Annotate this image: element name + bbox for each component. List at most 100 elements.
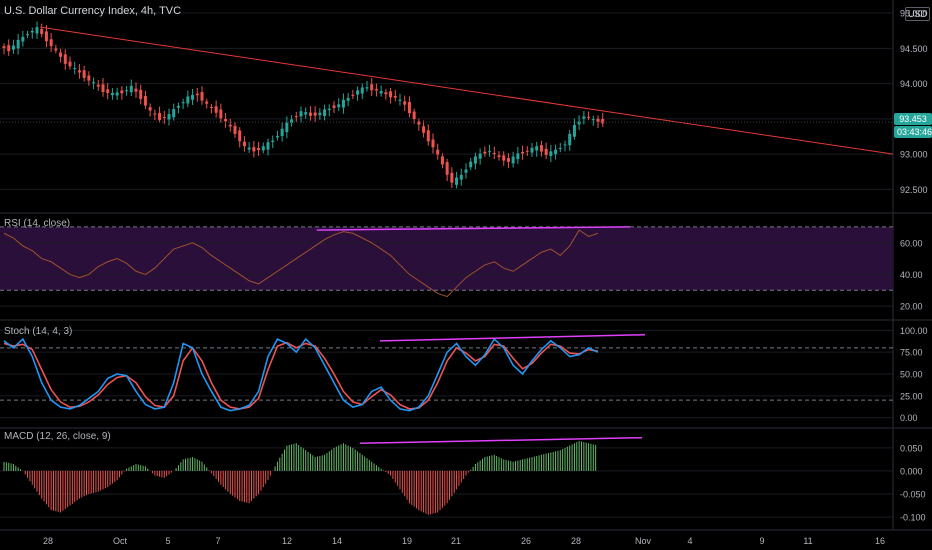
time-tick-label: 7 — [215, 536, 220, 546]
candle-body — [125, 90, 129, 92]
candle-body — [407, 101, 411, 114]
stoch-tick-label: 50.00 — [900, 370, 923, 380]
time-tick-label: 5 — [165, 536, 170, 546]
price-tick-label: 94.500 — [900, 44, 928, 54]
candle-body — [266, 142, 270, 150]
candle-body — [68, 61, 72, 67]
candle-body — [384, 92, 388, 95]
candle-body — [73, 68, 77, 70]
candle-body — [224, 118, 228, 122]
candle-body — [77, 70, 81, 73]
stoch-tick-label: 100.00 — [900, 326, 928, 336]
candle-body — [209, 106, 213, 108]
candle-body — [459, 174, 463, 180]
candle-body — [492, 152, 496, 154]
candle-body — [450, 172, 454, 183]
candle-body — [488, 151, 492, 153]
candle-body — [115, 92, 119, 96]
candle-body — [341, 99, 345, 108]
time-tick-label: 19 — [402, 536, 412, 546]
candle-body — [313, 112, 317, 116]
candle-body — [63, 54, 67, 64]
candle-body — [257, 148, 261, 151]
candle-body — [365, 87, 369, 89]
time-tick-label: 28 — [571, 536, 581, 546]
macd-tick-label: -0.050 — [900, 490, 926, 500]
price-tick-label: 94.000 — [900, 79, 928, 89]
macd-tick-label: -0.100 — [900, 513, 926, 523]
candle-body — [440, 156, 444, 165]
time-tick-label: 11 — [803, 536, 812, 546]
macd-divergence-line — [359, 436, 643, 444]
time-tick-label: 21 — [451, 536, 461, 546]
candle-body — [304, 112, 308, 115]
candle-body — [497, 155, 501, 158]
candle-body — [346, 97, 350, 101]
candle-body — [337, 104, 341, 108]
candle-body — [228, 124, 232, 127]
candle-body — [186, 96, 190, 104]
candle-body — [35, 27, 39, 34]
candle-body — [530, 147, 534, 153]
candle-body — [82, 70, 86, 78]
candle-body — [96, 84, 100, 87]
macd-pane-label[interactable]: MACD (12, 26, close, 9) — [4, 431, 111, 442]
candle-body — [464, 169, 468, 173]
candle-body — [568, 133, 572, 146]
candle-body — [252, 147, 256, 152]
candle-body — [158, 112, 162, 121]
candle-body — [549, 151, 553, 156]
candle-body — [601, 118, 605, 124]
candle-body — [539, 145, 543, 152]
candle-body — [294, 116, 298, 118]
time-tick-label: Nov — [635, 536, 652, 546]
candle-body — [285, 122, 289, 133]
candle-body — [436, 149, 440, 155]
stoch-tick-label: 25.00 — [900, 391, 923, 401]
stoch-tick-label: 75.00 — [900, 348, 923, 358]
time-tick-label: 26 — [521, 536, 531, 546]
candle-body — [16, 39, 20, 49]
candle-body — [271, 140, 275, 143]
candle-body — [172, 109, 176, 118]
candle-body — [374, 89, 378, 91]
time-tick-label: 4 — [687, 536, 692, 546]
chart-title: U.S. Dollar Currency Index, 4h, TVC — [4, 5, 182, 17]
candle-body — [563, 144, 567, 146]
currency-badge[interactable]: USD — [905, 7, 931, 21]
macd-tick-label: 0.000 — [900, 466, 923, 476]
candle-body — [473, 156, 477, 164]
rsi-tick-label: 60.00 — [900, 238, 923, 248]
candle-body — [181, 102, 185, 104]
candle-body — [261, 146, 265, 151]
candle-body — [332, 105, 336, 108]
candle-body — [92, 82, 96, 84]
candle-body — [572, 124, 576, 137]
candle-body — [587, 116, 591, 118]
candle-body — [54, 48, 58, 51]
candle-body — [101, 84, 105, 92]
candle-body — [290, 119, 294, 123]
candle-body — [379, 90, 383, 94]
price-tick-label: 92.500 — [900, 185, 928, 195]
candle-body — [110, 92, 114, 96]
candle-body — [59, 52, 63, 57]
candle-body — [167, 114, 171, 120]
candle-body — [275, 136, 279, 138]
stoch-pane-label[interactable]: Stoch (14, 4, 3) — [4, 326, 73, 337]
candle-body — [544, 148, 548, 155]
candle-body — [219, 109, 223, 119]
candle-body — [422, 126, 426, 133]
candle-body — [139, 89, 143, 99]
candle-body — [318, 112, 322, 116]
time-tick-label: 12 — [282, 536, 292, 546]
rsi-pane-label[interactable]: RSI (14, close) — [4, 218, 71, 229]
candle-body — [417, 121, 421, 125]
last-price-badge: 93.453 — [894, 113, 932, 125]
candle-body — [195, 93, 199, 96]
candle-body — [582, 116, 586, 119]
candle-body — [2, 46, 6, 48]
candle-body — [483, 151, 487, 154]
candle-body — [502, 155, 506, 161]
